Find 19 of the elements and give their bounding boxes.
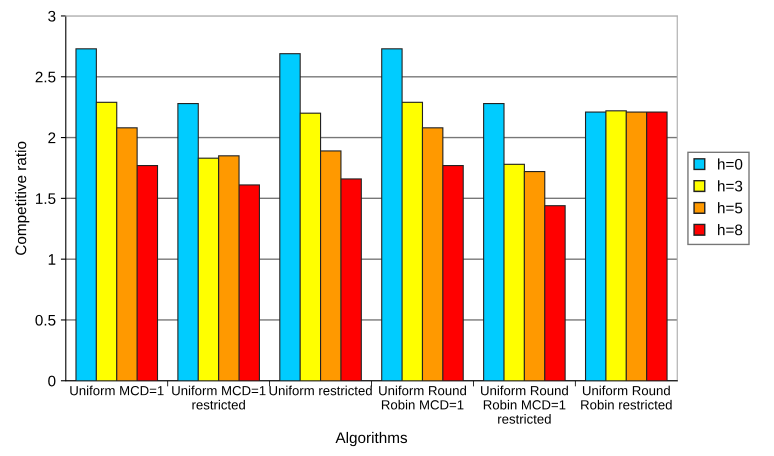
y-axis-title: Competitive ratio [15,142,30,255]
y-tick-label: 3 [48,10,56,22]
x-tick-label: Uniform Round Robin MCD=1 restricted [481,386,568,424]
legend-label: h=5 [718,202,742,214]
y-tick-label: 2.5 [36,72,56,82]
x-tick-label: Uniform Round Robin restricted [581,386,672,410]
y-tick-label: 1 [48,254,56,265]
legend-label: h=8 [718,224,742,236]
y-tick-label: 0.5 [35,314,56,326]
x-tick-label: Uniform restricted [270,386,372,396]
y-tick-label: 2 [48,132,56,144]
legend-label: h=3 [718,180,742,192]
y-tick-label: 0 [48,376,56,386]
x-tick-label: Uniform MCD=1 restricted [172,386,266,410]
y-tick-label: 1.5 [36,193,56,204]
x-tick-label: Uniform Round Robin MCD=1 [379,386,466,410]
x-axis-title: Algorithms [335,432,408,446]
x-tick-label: Uniform MCD=1 [70,386,164,396]
legend-label: h=0 [718,158,742,170]
